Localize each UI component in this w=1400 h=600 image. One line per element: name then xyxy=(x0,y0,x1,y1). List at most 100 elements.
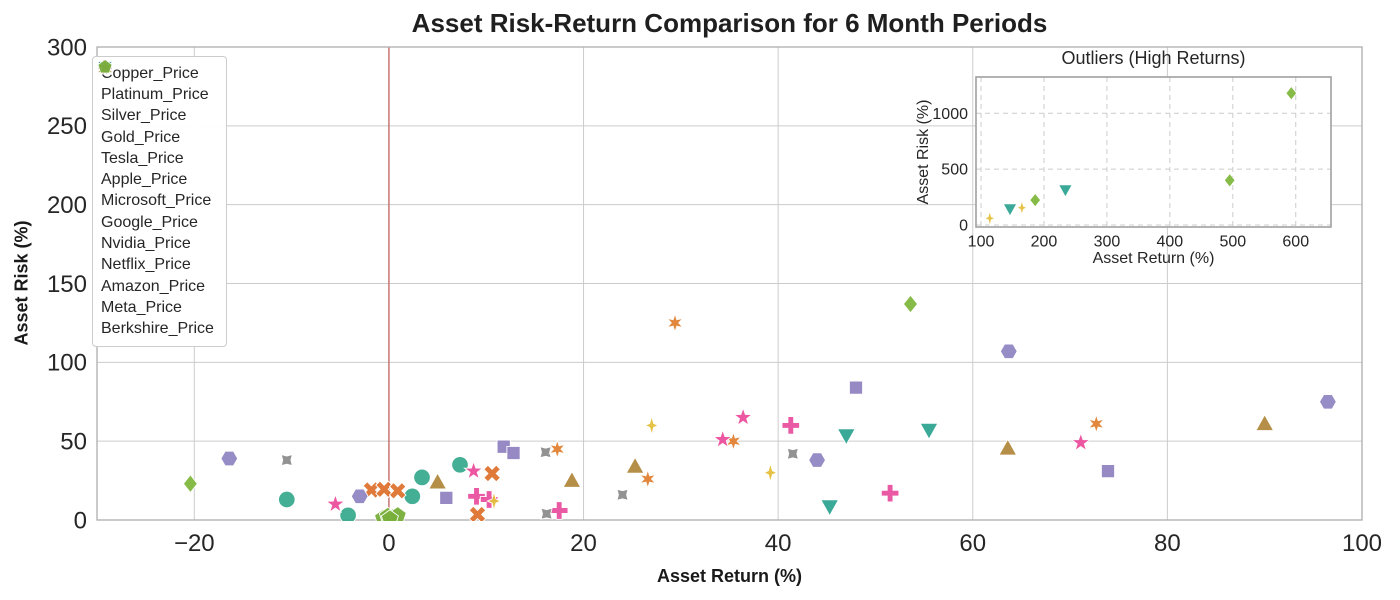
point-apple-price xyxy=(643,414,660,437)
point-amazon-price xyxy=(1318,394,1337,410)
x-tick-label: 80 xyxy=(1154,530,1181,557)
point-microsoft-price xyxy=(1255,413,1275,431)
point-apple-price xyxy=(762,461,779,484)
inset-point-apple-price xyxy=(1016,199,1028,216)
point-amazon-price xyxy=(999,343,1018,360)
legend-item-silver-price: Silver_Price xyxy=(99,61,214,127)
inset-plot-border xyxy=(975,76,1332,228)
legend-label: Google_Price xyxy=(101,213,198,231)
point-copper-price xyxy=(403,487,422,506)
point-amazon-price xyxy=(220,450,239,467)
point-tesla-price xyxy=(182,474,199,494)
inset-y-axis-label: Asset Risk (%) xyxy=(915,99,932,205)
x-axis-label: Asset Return (%) xyxy=(656,566,803,586)
inset-x-tick-label: 400 xyxy=(1157,233,1184,250)
point-gold-price xyxy=(467,487,486,506)
legend-label: Amazon_Price xyxy=(101,277,206,295)
point-meta-price xyxy=(712,428,734,449)
y-tick-label: 150 xyxy=(47,271,87,298)
y-tick-label: 250 xyxy=(47,113,87,140)
inset-x-tick-label: 500 xyxy=(1219,233,1246,250)
legend-item-gold-price: Gold_Price xyxy=(97,59,214,148)
inset-point-apple-price xyxy=(983,210,996,227)
point-platinum-price xyxy=(483,464,502,483)
chart-title: Asset Risk-Return Comparison for 6 Month… xyxy=(411,8,1048,38)
inset-y-tick-label: 500 xyxy=(941,162,968,179)
point-copper-price xyxy=(278,490,296,509)
inset-x-tick-label: 600 xyxy=(1282,233,1309,250)
point-copper-price xyxy=(413,468,431,487)
legend-label: Silver_Price xyxy=(101,107,187,125)
y-tick-label: 200 xyxy=(47,192,87,219)
inset-x-tick-label: 100 xyxy=(968,233,995,250)
inset-plot-area xyxy=(976,77,1331,227)
point-microsoft-price xyxy=(562,470,582,488)
legend-item-amazon-price: Amazon_Price xyxy=(97,60,214,297)
point-google-price xyxy=(540,507,553,520)
legend-item-google-price: Google_Price xyxy=(99,61,214,233)
x-tick-label: 20 xyxy=(570,530,597,557)
point-platinum-price xyxy=(375,480,394,499)
inset-x-tick-label: 300 xyxy=(1094,233,1121,250)
inset-point-nvidia-price xyxy=(1002,203,1018,217)
point-netflix-price xyxy=(1087,413,1106,435)
x-tick-label: 40 xyxy=(765,530,792,557)
inset-point-tesla-price xyxy=(1285,86,1298,101)
point-microsoft-price xyxy=(998,438,1018,456)
point-google-price xyxy=(616,488,629,501)
x-tick-label: 60 xyxy=(959,530,986,557)
legend-item-apple-price: Apple_Price xyxy=(98,58,214,190)
legend-label: Netflix_Price xyxy=(101,256,191,274)
main-points-layer xyxy=(182,294,1337,521)
inset-points-layer xyxy=(983,86,1298,227)
legend-item-nvidia-price: Nvidia_Price xyxy=(97,61,214,254)
point-meta-price xyxy=(463,460,485,480)
point-gold-price xyxy=(549,501,569,520)
y-tick-label: 50 xyxy=(60,429,87,456)
point-apple-price xyxy=(486,490,502,512)
point-gold-price xyxy=(479,490,499,509)
legend-item-netflix-price: Netflix_Price xyxy=(97,58,214,276)
inset-title: Outliers (High Returns) xyxy=(1061,48,1246,68)
point-berkshire-price xyxy=(380,509,399,521)
point-platinum-price xyxy=(388,481,407,500)
point-gold-price xyxy=(781,416,801,435)
legend-label: Tesla_Price xyxy=(101,149,184,167)
point-google-price xyxy=(786,447,799,460)
point-tesla-price xyxy=(902,294,919,314)
legend-marker-berkshire-price-icon xyxy=(97,59,113,74)
legend-label: Gold_Price xyxy=(101,128,181,146)
legend-label: Platinum_Price xyxy=(101,85,209,103)
point-netflix-price xyxy=(665,312,685,334)
legend-item-berkshire-price: Berkshire_Price xyxy=(97,59,214,340)
point-copper-price xyxy=(451,456,469,474)
legend-label: Berkshire_Price xyxy=(101,320,214,338)
point-silver-price xyxy=(1100,464,1116,479)
legend-label: Meta_Price xyxy=(101,298,182,316)
point-platinum-price xyxy=(468,505,487,521)
point-nvidia-price xyxy=(919,422,939,441)
legend-item-microsoft-price: Microsoft_Price xyxy=(97,58,214,212)
x-tick-label: 0 xyxy=(382,530,395,557)
inset-point-tesla-price xyxy=(1223,173,1236,188)
inset-x-axis-label: Asset Return (%) xyxy=(1092,250,1215,267)
point-copper-price xyxy=(339,506,357,521)
point-google-price xyxy=(539,446,552,459)
legend: Copper_Price Platinum_Price Silver_Price Go… xyxy=(92,56,227,347)
point-nvidia-price xyxy=(820,499,840,517)
legend-item-copper-price: Copper_Price xyxy=(97,59,214,84)
point-google-price xyxy=(280,453,293,467)
point-meta-price xyxy=(324,493,346,514)
y-tick-label: 100 xyxy=(47,350,87,377)
point-silver-price xyxy=(506,445,521,461)
point-amazon-price xyxy=(808,452,827,468)
x-tick-label: −20 xyxy=(174,530,215,557)
point-gold-price xyxy=(880,483,900,503)
y-tick-label: 300 xyxy=(47,34,87,61)
y-tick-label: 0 xyxy=(74,507,87,534)
point-silver-price xyxy=(439,490,454,505)
inset-x-tick-label: 200 xyxy=(1031,233,1058,250)
point-nvidia-price xyxy=(836,428,856,446)
